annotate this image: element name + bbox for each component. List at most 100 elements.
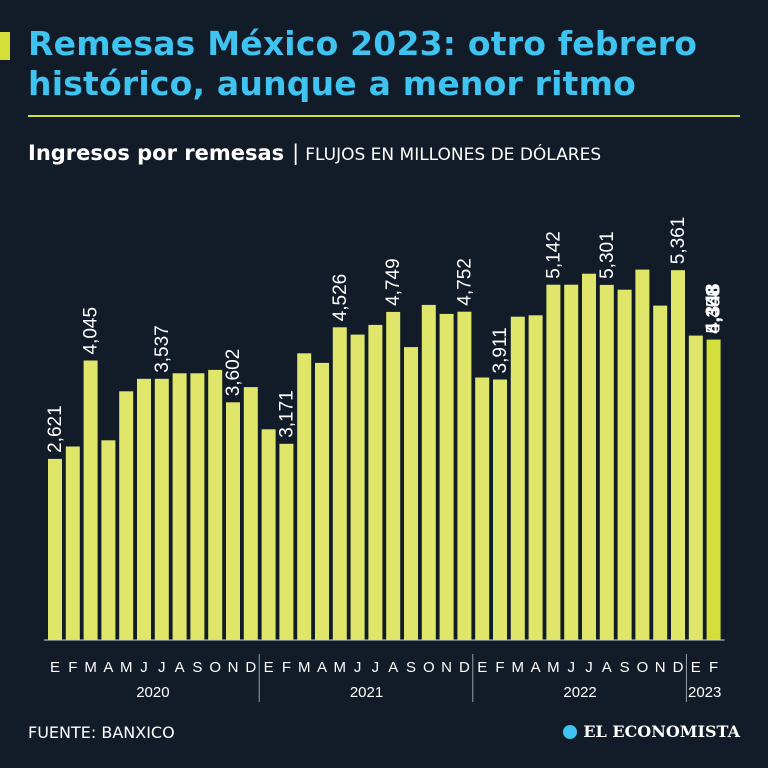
month-tick-32: S [620, 659, 630, 676]
month-tick-33: O [637, 659, 649, 676]
chart-title: Remesas México 2023: otro febrero histór… [28, 24, 698, 103]
data-label-31: 5,301 [597, 231, 618, 279]
month-tick-23: D [459, 659, 470, 676]
bar-3 [101, 440, 116, 640]
month-tick-3: A [103, 659, 113, 676]
data-label-19: 4,749 [383, 258, 404, 306]
bar-10 [226, 402, 240, 640]
bar-36 [688, 335, 703, 640]
data-label-16: 4,526 [330, 274, 351, 322]
data-label-23: 4,752 [454, 258, 475, 306]
month-tick-1: F [68, 659, 77, 676]
bar-28 [546, 284, 561, 640]
year-label-2023: 2023 [688, 684, 721, 701]
month-tick-0: E [50, 659, 60, 676]
bar-7 [172, 373, 187, 640]
year-label-2020: 2020 [136, 684, 169, 701]
month-tick-21: O [423, 659, 435, 676]
bar-9 [208, 369, 223, 640]
bar-20 [404, 347, 418, 640]
data-label-10: 3,602 [223, 349, 244, 397]
bar-22 [439, 313, 454, 640]
bar-19 [386, 311, 401, 640]
bar-32 [617, 289, 632, 640]
month-tick-6: J [158, 659, 166, 676]
month-tick-20: S [406, 659, 416, 676]
subtitle-separator: | [292, 141, 300, 165]
bar-27 [528, 315, 543, 640]
data-label-37: 5,353 [704, 286, 725, 334]
data-label-6: 3,537 [152, 325, 173, 373]
footer-source: FUENTE: BANXICO [28, 723, 175, 742]
bar-11 [243, 387, 258, 640]
month-tick-15: A [317, 659, 327, 676]
bar-26 [510, 316, 525, 640]
bar-17 [350, 334, 365, 640]
bar-16 [332, 327, 347, 640]
month-tick-4: M [120, 659, 133, 676]
title-accent-bar [0, 32, 10, 60]
year-label-2021: 2021 [350, 684, 383, 701]
data-label-13: 3,171 [276, 390, 297, 438]
bar-6 [154, 378, 169, 640]
month-tick-34: N [655, 659, 666, 676]
month-tick-31: A [602, 659, 612, 676]
month-tick-10: N [228, 659, 239, 676]
data-label-39: 4,406 [704, 286, 725, 334]
month-tick-36: E [691, 659, 701, 676]
month-tick-14: M [298, 659, 311, 676]
data-label-2: 4,045 [81, 307, 102, 355]
month-tick-28: M [547, 659, 560, 676]
footer-brand: EL ECONOMISTA [563, 722, 740, 741]
brand-name: EL ECONOMISTA [583, 722, 740, 741]
month-tick-26: M [512, 659, 525, 676]
bar-24 [475, 377, 490, 640]
brand-logo-icon [563, 724, 578, 739]
bar-23 [457, 311, 472, 640]
month-tick-35: D [673, 659, 684, 676]
bar-4 [119, 391, 134, 640]
bar-18 [368, 324, 383, 640]
bar-15 [315, 362, 329, 640]
data-label-0: 2,621 [45, 405, 66, 453]
data-label-28: 5,142 [543, 231, 564, 279]
month-tick-19: A [388, 659, 398, 676]
bar-12 [261, 429, 276, 640]
data-label-25: 3,911 [490, 327, 511, 373]
subtitle-units: FLUJOS EN MILLONES DE DÓLARES [305, 145, 602, 165]
bar-2 [83, 360, 98, 640]
month-tick-24: E [477, 659, 487, 676]
bar-31 [599, 284, 614, 640]
bar-13 [279, 443, 294, 640]
month-tick-22: N [441, 659, 452, 676]
subtitle-main: Ingresos por remesas [28, 141, 285, 165]
bar-35 [671, 270, 685, 640]
bar-29 [564, 284, 579, 640]
bar-1 [65, 446, 80, 640]
bar-37 [706, 339, 721, 640]
month-tick-27: A [531, 659, 541, 676]
remittances-bar-chart: E F M A M J J A S O N D E F M A M J J A S O N D E F M A M J J A S O N D E F20… [44, 217, 725, 702]
title-divider [28, 115, 740, 117]
year-label-2022: 2022 [563, 684, 596, 701]
bar-14 [297, 353, 312, 640]
month-tick-7: A [175, 659, 185, 676]
month-tick-9: O [209, 659, 221, 676]
month-tick-37: F [709, 659, 718, 676]
month-tick-30: J [585, 659, 593, 676]
month-tick-12: E [264, 659, 274, 676]
month-tick-16: M [334, 659, 347, 676]
month-tick-17: J [354, 659, 362, 676]
data-label-35: 5,361 [668, 217, 689, 265]
bar-30 [582, 273, 596, 640]
month-tick-18: J [372, 659, 380, 676]
bar-25 [493, 379, 507, 640]
data-label-41: 4,348 [703, 284, 725, 334]
month-tick-29: J [567, 659, 575, 676]
bar-8 [190, 373, 205, 640]
bar-0 [48, 458, 62, 640]
bar-21 [421, 304, 436, 640]
month-tick-11: D [245, 659, 256, 676]
month-tick-13: F [282, 659, 291, 676]
month-tick-2: M [84, 659, 97, 676]
